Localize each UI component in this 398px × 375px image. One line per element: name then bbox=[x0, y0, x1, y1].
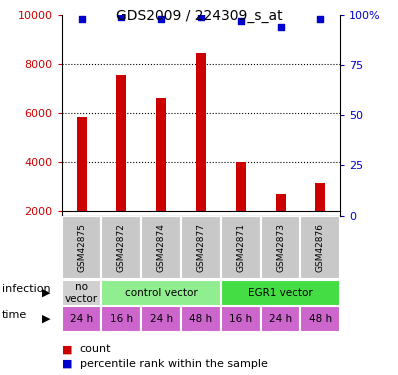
Point bbox=[277, 24, 284, 30]
Point bbox=[118, 14, 125, 20]
Text: ▶: ▶ bbox=[41, 288, 50, 298]
Bar bbox=[261, 216, 300, 279]
Text: GSM42874: GSM42874 bbox=[157, 223, 166, 272]
Bar bbox=[221, 306, 261, 332]
Bar bbox=[221, 216, 261, 279]
Text: ▶: ▶ bbox=[41, 314, 50, 324]
Text: ■: ■ bbox=[62, 345, 72, 354]
Bar bbox=[101, 216, 141, 279]
Bar bbox=[275, 194, 286, 211]
Text: 24 h: 24 h bbox=[150, 314, 173, 324]
Text: 24 h: 24 h bbox=[70, 314, 93, 324]
Point bbox=[198, 14, 204, 20]
Point bbox=[238, 18, 244, 24]
Bar bbox=[117, 75, 127, 211]
Text: GSM42876: GSM42876 bbox=[316, 223, 325, 272]
Text: time: time bbox=[2, 310, 27, 320]
Point bbox=[78, 16, 85, 22]
Point bbox=[158, 16, 164, 22]
Bar bbox=[316, 183, 326, 211]
Bar bbox=[300, 306, 340, 332]
Text: GDS2009 / 224309_s_at: GDS2009 / 224309_s_at bbox=[116, 9, 282, 23]
Bar bbox=[236, 162, 246, 211]
Bar bbox=[77, 117, 87, 211]
Text: 24 h: 24 h bbox=[269, 314, 292, 324]
Text: count: count bbox=[80, 345, 111, 354]
Text: EGR1 vector: EGR1 vector bbox=[248, 288, 313, 298]
Text: no
vector: no vector bbox=[65, 282, 98, 304]
Bar bbox=[196, 53, 206, 211]
Text: ■: ■ bbox=[62, 359, 72, 369]
Point bbox=[317, 16, 324, 22]
Bar bbox=[181, 306, 221, 332]
Bar bbox=[101, 306, 141, 332]
Bar bbox=[62, 306, 101, 332]
Text: GSM42875: GSM42875 bbox=[77, 223, 86, 272]
Bar bbox=[62, 216, 101, 279]
Text: GSM42877: GSM42877 bbox=[197, 223, 205, 272]
Text: GSM42871: GSM42871 bbox=[236, 223, 245, 272]
Text: 16 h: 16 h bbox=[229, 314, 252, 324]
Text: 16 h: 16 h bbox=[110, 314, 133, 324]
Text: 48 h: 48 h bbox=[309, 314, 332, 324]
Bar bbox=[141, 216, 181, 279]
Bar bbox=[141, 306, 181, 332]
Text: GSM42872: GSM42872 bbox=[117, 223, 126, 272]
Text: infection: infection bbox=[2, 284, 51, 294]
Text: control vector: control vector bbox=[125, 288, 197, 298]
Bar bbox=[261, 306, 300, 332]
Bar bbox=[62, 280, 101, 306]
Bar bbox=[181, 216, 221, 279]
Bar bbox=[300, 216, 340, 279]
Text: percentile rank within the sample: percentile rank within the sample bbox=[80, 359, 267, 369]
Text: GSM42873: GSM42873 bbox=[276, 223, 285, 272]
Bar bbox=[101, 280, 221, 306]
Bar bbox=[221, 280, 340, 306]
Text: 48 h: 48 h bbox=[189, 314, 213, 324]
Bar bbox=[156, 98, 166, 211]
